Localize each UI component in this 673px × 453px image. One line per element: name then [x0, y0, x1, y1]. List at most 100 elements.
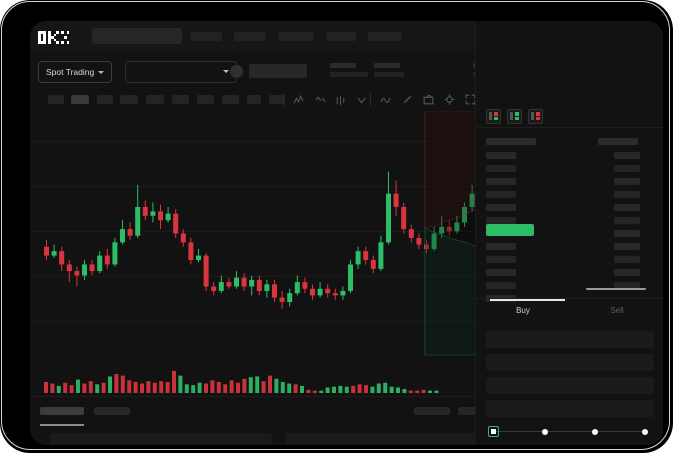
depth-asks-icon[interactable]	[528, 109, 543, 124]
mode-bar	[531, 112, 534, 120]
settings-gear-icon[interactable]	[443, 93, 456, 106]
total-field[interactable]	[486, 377, 654, 394]
orders-action-0[interactable]	[414, 407, 450, 415]
stepper-dot-3[interactable]	[592, 428, 598, 435]
logo-block	[38, 41, 46, 44]
price-field[interactable]	[486, 331, 654, 348]
depth-bids-icon[interactable]	[507, 109, 522, 124]
orders-panel-block-0	[50, 433, 272, 445]
orderbook-bid-row-0	[614, 152, 640, 159]
orders-tab-1[interactable]	[94, 407, 130, 415]
logo-block	[38, 33, 41, 42]
nav-item-0[interactable]	[190, 32, 222, 41]
orderbook-bid-row-4	[614, 204, 640, 211]
market-type-label: Spot Trading	[46, 67, 95, 77]
logo-block	[66, 31, 70, 34]
nav-search-input[interactable]	[92, 28, 182, 44]
stat-value	[374, 72, 404, 77]
orderbook-bid-right-2	[614, 269, 640, 276]
mode-bar-bottom	[535, 116, 540, 120]
okx-logo[interactable]	[38, 31, 84, 44]
gridline-2	[30, 231, 475, 232]
ruler-icon[interactable]	[401, 93, 414, 106]
orderbook-bid-left-2	[486, 269, 516, 276]
orderbook-bid-right-3	[614, 282, 640, 289]
fullscreen-icon[interactable]	[464, 93, 477, 106]
orders-tab-0[interactable]	[40, 407, 84, 415]
trading-app: Spot Trading	[30, 21, 663, 445]
toolbar-separator	[370, 93, 371, 106]
chart-style-dropdown-icon[interactable]	[314, 93, 327, 106]
orders-panel	[30, 396, 503, 445]
orderbook-bid-right-1	[614, 256, 640, 263]
gridline-0	[30, 141, 475, 142]
mode-bar-bottom	[514, 116, 519, 120]
mode-bar-bottom	[493, 116, 498, 120]
timeframe-button-1[interactable]	[71, 95, 89, 104]
timeframe-button-9[interactable]	[269, 95, 285, 104]
orders-panel-block-1	[285, 433, 503, 445]
market-type-dropdown[interactable]: Spot Trading	[38, 61, 113, 83]
orderbook-bid-left-1	[486, 256, 516, 263]
logo-block	[48, 31, 51, 44]
logo-block	[56, 41, 59, 44]
timeframe-button-4[interactable]	[146, 95, 164, 104]
nav-item-2[interactable]	[278, 32, 314, 41]
timeframe-button-5[interactable]	[172, 95, 189, 104]
orderbook-ask-row-0	[486, 152, 516, 159]
stepper-step-active-fill	[491, 429, 496, 434]
onboarding-stepper	[488, 426, 652, 438]
line-chart-icon[interactable]	[379, 93, 392, 106]
depth-both-icon[interactable]	[486, 109, 501, 124]
orderbook-ask-row-4	[486, 204, 516, 211]
timeframe-button-6[interactable]	[197, 95, 214, 104]
nav-item-4[interactable]	[368, 32, 402, 41]
orderbook-bid-row-5	[614, 217, 640, 224]
tab-sell[interactable]: Sell	[610, 306, 624, 315]
depth-bid-area	[424, 227, 475, 356]
logo-block	[61, 41, 64, 44]
last-trade-marker	[586, 288, 646, 290]
logo-block	[56, 31, 59, 34]
gridline-1	[30, 186, 475, 187]
panel-divider	[476, 127, 663, 128]
nav-item-3[interactable]	[326, 32, 356, 41]
camera-icon[interactable]	[422, 93, 435, 106]
nav-item-1[interactable]	[234, 32, 266, 41]
orderbook-ask-row-1	[486, 165, 516, 172]
timeframe-button-2[interactable]	[97, 95, 113, 104]
indicator-dropdown-icon[interactable]	[355, 93, 368, 106]
volume-histogram	[44, 370, 439, 393]
logo-block	[53, 38, 57, 42]
amount-field[interactable]	[486, 354, 654, 371]
gridline-4	[30, 321, 475, 322]
orderbook-bid-row-2	[614, 178, 640, 185]
stepper-dot-4[interactable]	[642, 428, 648, 435]
orderbook-bid-left-3	[486, 282, 516, 289]
chart-type-icon[interactable]	[292, 93, 305, 106]
chevron-down-icon	[223, 70, 229, 73]
logo-block	[66, 41, 70, 44]
timeframe-button-7[interactable]	[222, 95, 239, 104]
stepper-dot-2[interactable]	[542, 428, 548, 435]
indicators-icon[interactable]	[334, 93, 347, 106]
orderbook-left-header	[486, 138, 536, 145]
stat-value	[330, 72, 368, 77]
stat-label	[330, 63, 356, 68]
orderbook-right-header	[598, 138, 638, 145]
stepper-step-active[interactable]	[488, 426, 499, 437]
best-price-highlight	[486, 224, 534, 236]
stat-label	[374, 63, 400, 68]
last-price-value	[249, 64, 307, 78]
orderbook-ask-row-3	[486, 191, 516, 198]
orderbook-ask-row-2	[486, 178, 516, 185]
timeframe-button-3[interactable]	[120, 95, 138, 104]
slider-field[interactable]	[486, 400, 654, 417]
timeframe-button-0[interactable]	[48, 95, 64, 104]
tab-buy[interactable]: Buy	[516, 306, 530, 315]
price-chart[interactable]	[30, 111, 475, 396]
timeframe-button-8[interactable]	[247, 95, 261, 104]
orderbook-view-modes	[486, 109, 543, 124]
trading-pair-selector[interactable]	[125, 61, 237, 83]
gridline-3	[30, 276, 475, 277]
